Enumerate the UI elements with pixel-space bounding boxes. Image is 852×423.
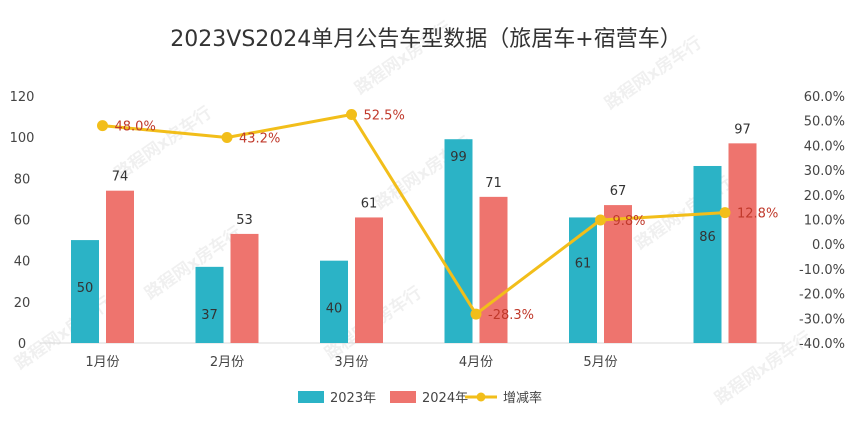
line-layer [97,109,731,320]
y-left-tick-label: 20 [14,296,31,311]
y-left-tick-label: 40 [14,255,31,270]
rate-label: 52.5% [364,109,405,124]
legend: 2023年 2024年 增减率 [298,390,542,406]
legend-marker-rate [476,392,486,402]
bar-2024 [479,196,508,343]
rate-point [97,120,108,132]
rate-label: 12.8% [737,207,778,222]
data-label-2024: 74 [112,170,129,185]
y-right-tick-label: 10.0% [804,214,845,229]
rate-label: -28.3% [488,308,534,323]
data-label-2024: 71 [485,176,502,191]
data-label-2023: 37 [201,308,218,323]
bar-2023 [569,217,597,343]
bar-2024 [230,233,259,343]
rate-label: 48.0% [115,120,156,135]
bar-2024 [355,217,383,343]
bar-2023 [320,260,348,343]
bar-2024 [728,143,757,343]
x-category-label: 4月份 [459,355,493,370]
data-label-2023: 99 [450,150,467,165]
data-label-2024: 97 [734,122,751,137]
y-right-tick-label: 0.0% [812,238,845,253]
axes-layer: 0 20 40 60 80 100 120 -40.0% -30.0% -20.0% -10.0% 0… [10,90,845,370]
watermark-text: 路程网x房车行 [141,222,246,304]
x-category-label: 3月份 [334,355,368,370]
rate-point [595,214,606,226]
legend-label-2023: 2023年 [330,391,376,406]
bar-2023 [444,139,473,343]
y-left-tick-label: 100 [10,131,35,146]
labels-layer: 50 74 37 53 40 61 99 71 61 67 86 97 48.0% 43.2% 52.5% -… [77,109,779,324]
rate-point [719,207,731,219]
legend-swatch-2023 [298,391,324,403]
rate-line [102,113,726,316]
rate-label: 43.2% [239,131,280,146]
rate-point [346,109,357,121]
data-label-2024: 61 [361,196,378,211]
y-left-tick-label: 120 [10,90,35,105]
y-right-tick-label: -10.0% [799,263,845,278]
bar-2023 [71,240,99,343]
y-left-tick-label: 0 [18,337,26,352]
data-label-2024: 67 [610,184,627,199]
legend-label-rate: 增减率 [503,390,542,406]
y-right-tick-label: 40.0% [804,139,845,154]
legend-swatch-2024 [390,391,416,403]
rate-point [221,131,233,143]
y-right-tick-label: -20.0% [799,288,845,303]
legend-label-2024: 2024年 [422,391,468,406]
data-label-2023: 40 [326,302,343,317]
x-category-label: 5月份 [583,355,617,370]
bar-2024 [604,205,632,343]
y-left-tick-label: 60 [14,214,31,229]
y-right-tick-label: -40.0% [799,337,845,352]
data-label-2024: 53 [236,213,253,228]
bars-layer [71,139,757,343]
y-right-tick-label: 20.0% [804,189,845,204]
data-label-2023: 61 [575,256,592,271]
x-category-label: 1月份 [85,355,119,370]
bar-2023 [693,165,722,343]
data-label-2023: 86 [699,230,716,245]
rate-label: 9.8% [613,214,646,229]
chart-title: 2023VS2024单月公告车型数据（旅居车+宿营车） [170,27,681,52]
y-right-tick-label: 30.0% [804,164,845,179]
y-right-tick-label: -30.0% [799,312,845,327]
y-right-tick-label: 60.0% [804,90,845,105]
bar-2024 [106,190,134,343]
bar-2023 [195,266,224,343]
y-left-tick-label: 80 [14,172,31,187]
y-right-tick-label: 50.0% [804,115,845,130]
data-label-2023: 50 [77,281,94,296]
x-category-label: 2月份 [210,355,244,370]
rate-point [470,308,482,320]
